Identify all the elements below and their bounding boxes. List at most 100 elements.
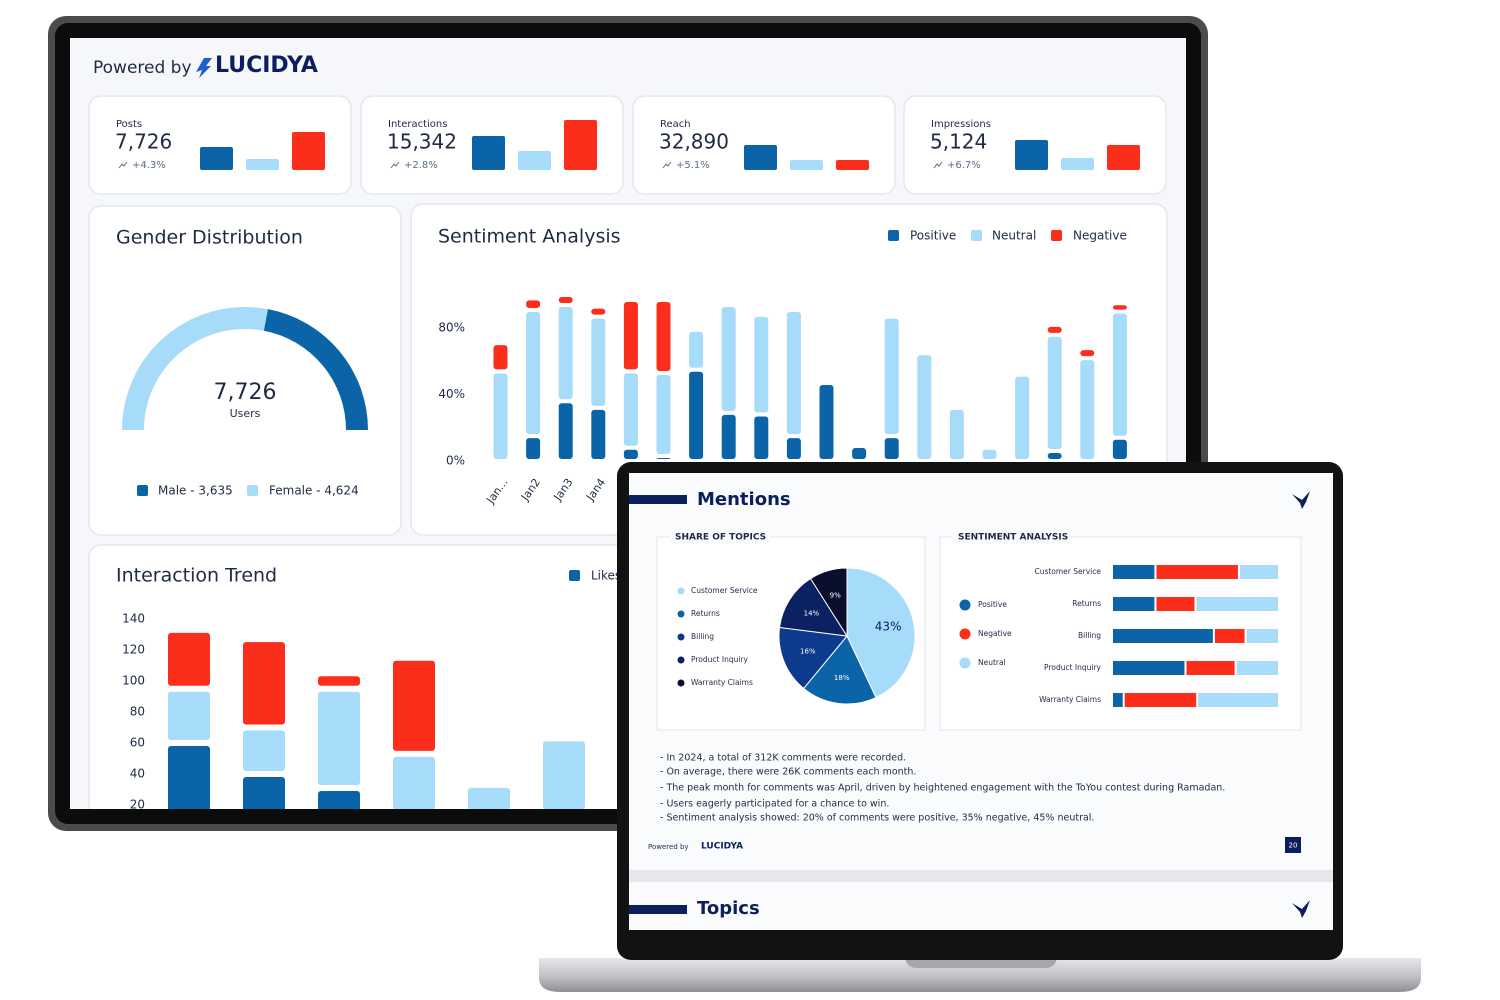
bar-segment xyxy=(393,756,435,809)
brand-icon xyxy=(196,58,212,78)
bar-segment xyxy=(243,642,285,725)
slide-title: Mentions xyxy=(697,489,791,510)
bar-segment xyxy=(689,371,704,459)
laptop-notch xyxy=(905,958,1057,968)
trend-icon xyxy=(118,161,128,169)
bar-segment xyxy=(786,311,801,435)
kpi-mini-bar xyxy=(564,120,597,170)
bar-segment xyxy=(1015,376,1030,459)
bar-segment xyxy=(1198,693,1278,707)
bar-segment xyxy=(318,691,360,785)
gender-unit: Users xyxy=(230,407,261,420)
legend-label: Customer Service xyxy=(691,586,758,595)
kpi-change: +6.7% xyxy=(947,160,981,171)
bar-segment xyxy=(168,632,210,686)
note-line: - Users eagerly participated for a chanc… xyxy=(660,799,889,810)
legend-swatch xyxy=(247,485,258,496)
gauge-segment xyxy=(263,309,368,431)
legend-label: Warranty Claims xyxy=(691,678,753,687)
legend-icon xyxy=(959,628,971,640)
pie-slice xyxy=(809,567,848,638)
y-tick-label: 100 xyxy=(122,674,145,688)
bar-segment xyxy=(721,306,736,411)
y-tick-label: 120 xyxy=(122,643,145,657)
topics-title: SHARE OF TOPICS xyxy=(675,533,766,543)
bar-segment xyxy=(917,355,932,459)
note-line: - In 2024, a total of 312K comments were… xyxy=(660,753,906,764)
bar-segment xyxy=(754,416,769,459)
legend-swatch xyxy=(888,230,899,241)
legend-label: Male - 3,635 xyxy=(158,484,233,498)
bar-segment xyxy=(1156,597,1195,611)
bar-segment xyxy=(1047,453,1062,459)
bar-segment xyxy=(1196,597,1278,611)
bar-segment xyxy=(493,345,508,370)
kpi-mini-bar xyxy=(1061,158,1094,170)
bar-segment xyxy=(656,458,671,459)
gender-total: 7,726 xyxy=(214,380,277,405)
bar-segment xyxy=(884,438,899,459)
kpi-mini-bar xyxy=(1107,145,1140,170)
legend-label: Positive xyxy=(910,229,956,243)
footer-brand: LUCIDYA xyxy=(701,842,743,852)
kpi-label: Reach xyxy=(660,119,691,130)
bar-segment xyxy=(526,300,541,308)
legend-label: Billing xyxy=(691,632,714,641)
legend-dot xyxy=(677,610,685,618)
kpi-change: +4.3% xyxy=(132,160,166,171)
brand: LUCIDYA xyxy=(215,53,318,78)
category-label: Customer Service xyxy=(1034,567,1101,576)
bar-segment xyxy=(1080,360,1095,459)
pie-slice xyxy=(846,567,916,699)
legend-swatch xyxy=(971,230,982,241)
category-label: Returns xyxy=(1072,599,1101,608)
kpi-change: +2.8% xyxy=(404,160,438,171)
pie-label: 18% xyxy=(834,674,850,682)
bar-segment xyxy=(168,746,210,809)
legend-dot xyxy=(677,587,685,595)
bar-segment xyxy=(243,777,285,809)
bar-segment xyxy=(1080,350,1095,357)
kpi-label: Interactions xyxy=(388,119,447,130)
kpi-label: Impressions xyxy=(931,119,991,130)
y-tick-label: 0% xyxy=(446,454,465,468)
kpi-label: Posts xyxy=(116,119,142,130)
gender-title: Gender Distribution xyxy=(116,227,303,249)
next-slide-title: Topics xyxy=(697,898,760,919)
legend-swatch xyxy=(1051,230,1062,241)
legend-label: Neutral xyxy=(978,658,1006,667)
y-tick-label: 140 xyxy=(122,612,145,626)
legend-label: Negative xyxy=(978,629,1012,638)
bar-segment xyxy=(526,311,541,435)
kpi-mini-bar xyxy=(472,136,505,170)
bar-segment xyxy=(1113,661,1185,675)
laptop-base xyxy=(539,958,1421,992)
bar-segment xyxy=(243,730,285,771)
kpi-mini-bar xyxy=(1015,140,1048,170)
kpi-mini-bar xyxy=(744,145,777,170)
bar-segment xyxy=(754,316,769,413)
note-line: - Sentiment analysis showed: 20% of comm… xyxy=(660,813,1094,824)
pie-label: 9% xyxy=(830,592,841,600)
pie-slice xyxy=(802,635,877,705)
report-slides: Mentions SHARE OF TOPICS SENTIMENT ANALY… xyxy=(629,489,1333,919)
bar-segment xyxy=(1112,439,1127,459)
pie-label: 16% xyxy=(800,648,816,656)
bar-segment xyxy=(982,449,997,459)
kpi-value: 15,342 xyxy=(387,130,457,154)
kpi-mini-bar xyxy=(790,160,823,170)
bar-segment xyxy=(1047,336,1062,450)
trend-icon xyxy=(933,161,943,169)
slide-accent xyxy=(629,495,687,504)
legend-label: Likes xyxy=(591,569,621,583)
category-label: Warranty Claims xyxy=(1039,695,1101,704)
bar-segment xyxy=(1186,661,1235,675)
pie-slice xyxy=(778,626,848,690)
bar-segment xyxy=(656,301,671,372)
bar-segment xyxy=(1124,693,1197,707)
pie-slice xyxy=(778,577,848,637)
kpi-value: 32,890 xyxy=(659,130,729,154)
legend-swatch xyxy=(569,570,580,581)
